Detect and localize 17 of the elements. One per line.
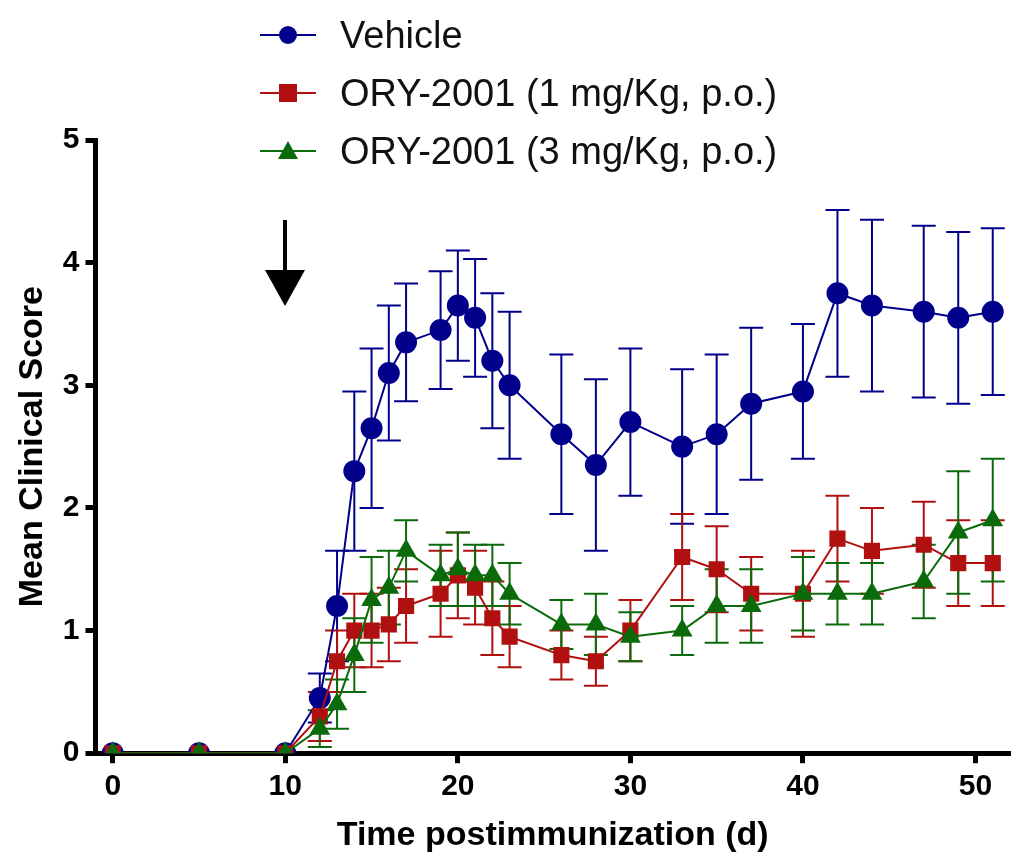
y-tick-label: 3 (62, 366, 80, 400)
y-tick-label: 5 (62, 121, 80, 155)
y-tick-label: 2 (62, 489, 80, 523)
y-tick-label: 1 (62, 611, 80, 645)
x-tick-label: 10 (268, 768, 302, 802)
y-tick-label: 4 (62, 243, 80, 277)
x-tick-label: 40 (786, 768, 820, 802)
x-tick-label: 50 (958, 768, 993, 802)
y-tick-label: 0 (62, 734, 80, 768)
x-axis-title: Time postimmunization (d) (336, 813, 769, 852)
y-axis-title: Mean Clinical Score (10, 285, 49, 608)
x-tick-label: 30 (613, 768, 648, 802)
legend-label: Vehicle (340, 13, 463, 57)
legend-label: ORY-2001 (3 mg/Kg, p.o.) (340, 129, 778, 173)
x-tick-label: 0 (104, 768, 122, 802)
x-tick-label: 20 (441, 768, 475, 802)
legend-label: ORY-2001 (1 mg/Kg, p.o.) (340, 71, 778, 115)
